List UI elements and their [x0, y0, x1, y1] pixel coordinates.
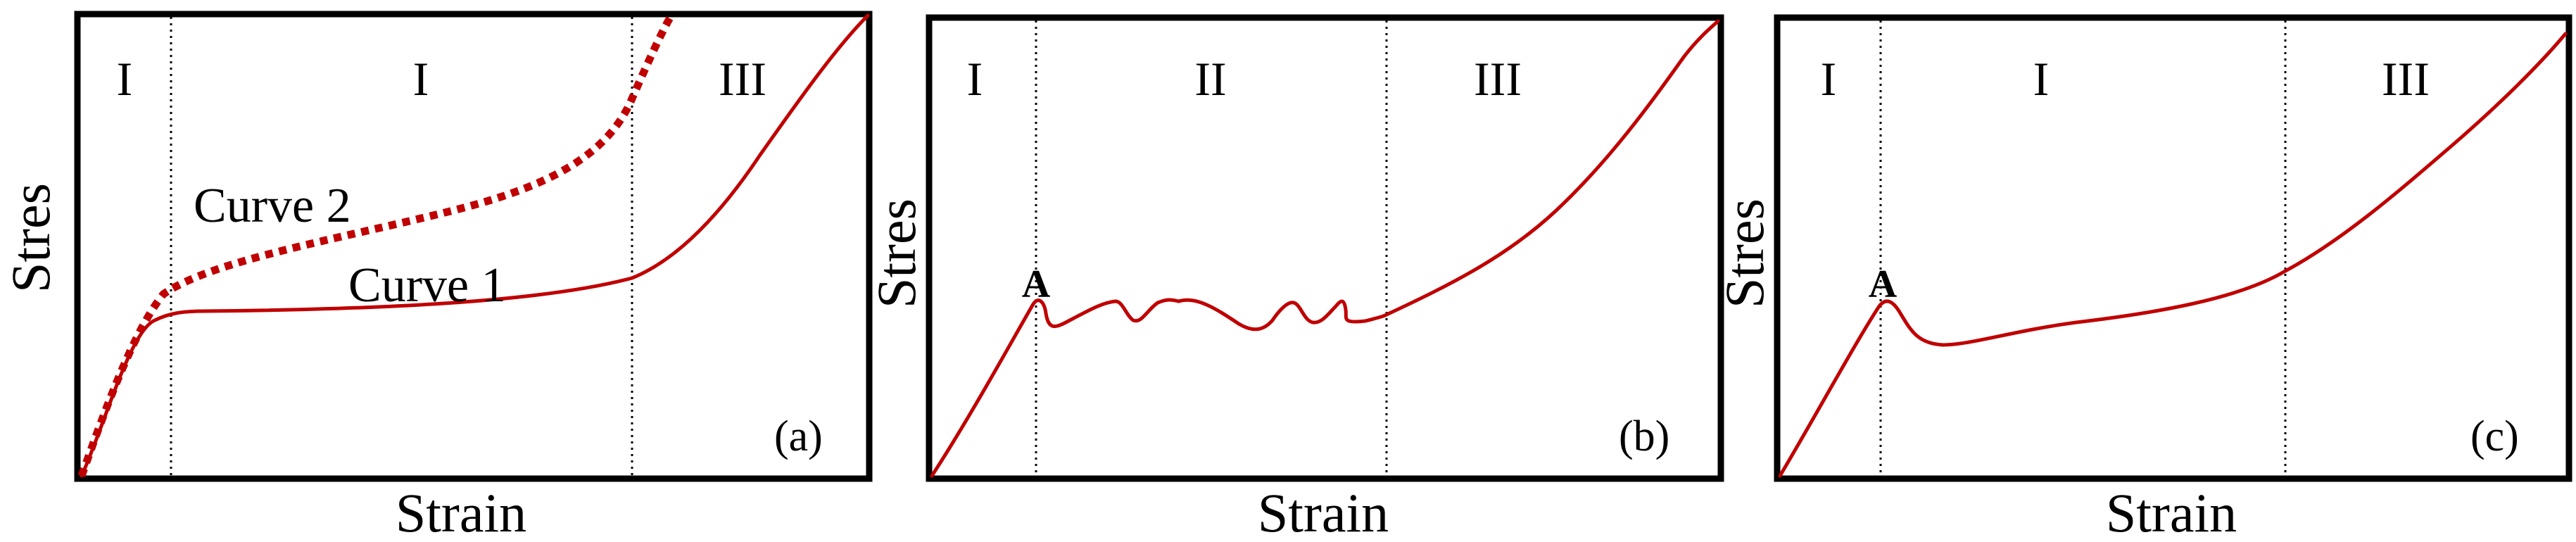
panel-a-curve-2-label: Curve 2 [194, 179, 351, 233]
panel-b-region-2: II [1194, 52, 1226, 106]
panel-b: I II III A (b) Strain Stres [866, 14, 1724, 542]
panel-c-region-2: I [2033, 52, 2050, 106]
panel-a: I I III Curve 2 Curve 1 (a) Strain Stres [0, 11, 873, 542]
panel-a-curve-1 [80, 13, 870, 478]
panel-a-curve-1-label: Curve 1 [348, 258, 506, 313]
panel-c-point-a-label: A [1869, 263, 1898, 306]
panel-a-tag: (a) [774, 412, 823, 460]
panel-c: I I III A (c) Strain Stres [1714, 14, 2572, 542]
panel-a-curve-2 [77, 12, 676, 477]
panel-b-region-3: III [1474, 52, 1522, 106]
panel-c-region-3: III [2382, 52, 2430, 106]
panel-c-region-1: I [1821, 52, 1837, 106]
panel-a-y-axis-label: Stres [0, 183, 61, 293]
panel-b-x-axis-label: Strain [1258, 482, 1389, 542]
panel-c-y-axis-label: Stres [1714, 198, 1775, 308]
panel-b-y-axis-label: Stres [866, 198, 927, 308]
panel-b-frame [926, 14, 1724, 482]
panel-a-frame [74, 11, 873, 482]
panel-b-tag: (b) [1619, 412, 1669, 460]
panel-c-curve [1778, 32, 2568, 478]
panel-a-region-2: I [413, 52, 429, 106]
panel-a-region-3: III [719, 52, 766, 106]
panel-a-region-1: I [117, 52, 133, 106]
panel-c-tag: (c) [2470, 412, 2519, 460]
panel-b-curve [930, 19, 1720, 478]
panel-a-x-axis-label: Strain [396, 482, 526, 542]
panel-b-region-1: I [967, 52, 983, 106]
panel-b-point-a-label: A [1022, 263, 1051, 306]
panel-c-frame [1774, 14, 2572, 482]
panel-c-x-axis-label: Strain [2106, 482, 2237, 542]
